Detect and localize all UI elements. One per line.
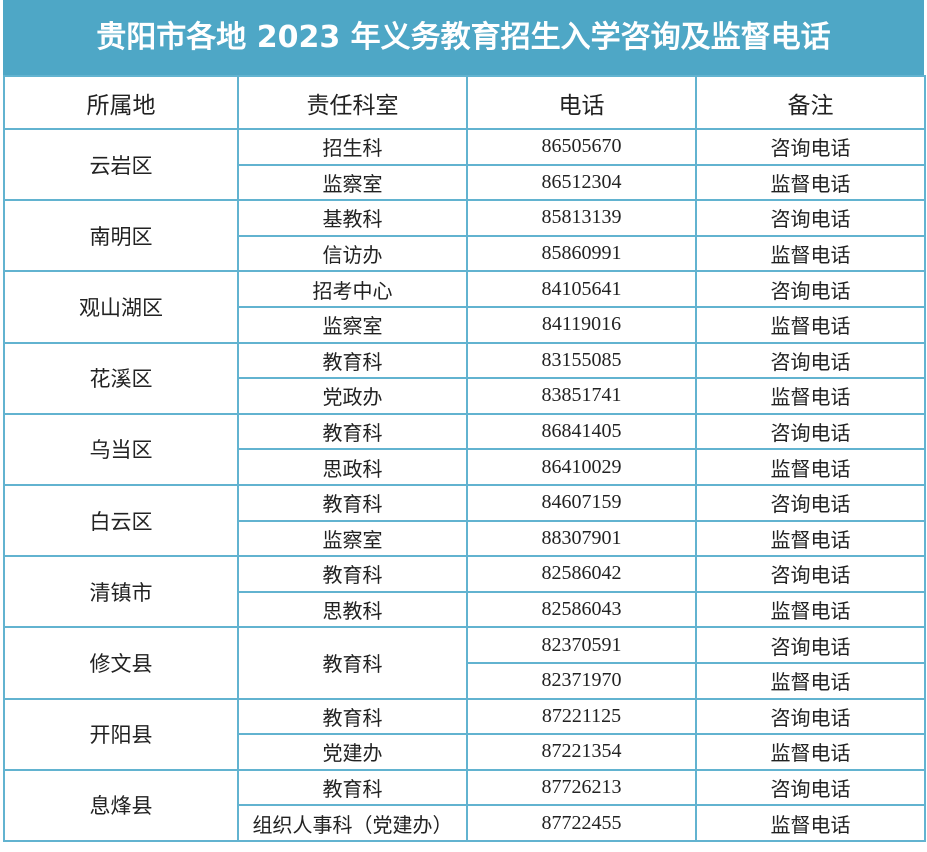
department-cell: 教育科 bbox=[237, 697, 468, 736]
table-row: 党政办 83851741 监督电话 bbox=[4, 377, 926, 415]
department-cell: 思政科 bbox=[237, 448, 468, 486]
phone-cell: 84119016 bbox=[466, 305, 697, 344]
department-cell: 教育科 bbox=[237, 341, 468, 380]
table-row: 82371970 监督电话 bbox=[4, 661, 926, 700]
department-cell: 监察室 bbox=[237, 519, 468, 558]
department-cell: 信访办 bbox=[237, 234, 468, 273]
phone-cell: 82586042 bbox=[466, 555, 697, 593]
note-cell: 咨询电话 bbox=[695, 626, 926, 664]
table-row: 修文县 教育科 82370591 咨询电话 bbox=[3, 626, 926, 700]
header-row: 所属地 责任科室 电话 备注 bbox=[3, 75, 926, 130]
table-row: 花溪区 教育科 83155085 咨询电话 bbox=[3, 341, 926, 415]
phone-cell: 86505670 bbox=[466, 128, 697, 166]
department-cell: 教育科 bbox=[237, 768, 468, 807]
district-cell: 观山湖区 bbox=[3, 270, 239, 344]
table-row: 监察室 84119016 监督电话 bbox=[4, 305, 926, 344]
district-cell: 南明区 bbox=[3, 199, 239, 273]
department-cell: 招考中心 bbox=[237, 270, 468, 308]
table-row: 监察室 86512304 监督电话 bbox=[4, 163, 926, 202]
department-cell: 组织人事科（党建办） bbox=[237, 804, 468, 842]
table-row: 组织人事科（党建办） 87722455 监督电话 bbox=[4, 804, 926, 842]
department-cell: 教育科 bbox=[237, 412, 468, 451]
phone-cell: 82586043 bbox=[466, 590, 697, 629]
note-cell: 咨询电话 bbox=[695, 270, 926, 308]
phone-cell: 86410029 bbox=[466, 448, 697, 486]
table-body: 云岩区 招生科 86505670 咨询电话 监察室 86512304 监督电话 南明区 基教科 8… bbox=[3, 127, 926, 842]
phone-cell: 88307901 bbox=[466, 519, 697, 558]
note-cell: 咨询电话 bbox=[695, 697, 926, 736]
note-cell: 监督电话 bbox=[695, 377, 926, 415]
phone-cell: 84105641 bbox=[466, 270, 697, 308]
department-cell: 教育科 bbox=[237, 555, 468, 593]
phone-cell: 87221125 bbox=[466, 697, 697, 736]
note-cell: 监督电话 bbox=[695, 590, 926, 629]
phone-cell: 85813139 bbox=[466, 199, 697, 237]
note-cell: 监督电话 bbox=[695, 804, 926, 842]
district-cell: 云岩区 bbox=[3, 127, 239, 202]
table-row: 息烽县 教育科 87726213 咨询电话 bbox=[3, 768, 926, 842]
note-cell: 监督电话 bbox=[695, 733, 926, 771]
department-cell: 思教科 bbox=[237, 590, 468, 629]
table-row: 开阳县 教育科 87221125 咨询电话 bbox=[3, 697, 926, 771]
district-cell: 白云区 bbox=[3, 483, 239, 558]
district-cell: 清镇市 bbox=[3, 555, 239, 629]
phone-cell: 82370591 bbox=[466, 626, 697, 664]
phone-table: 所属地 责任科室 电话 备注 云岩区 招生科 86505670 咨询电话 监察室 8651230… bbox=[3, 75, 926, 842]
column-header: 所属地 bbox=[3, 75, 239, 130]
column-header: 备注 bbox=[695, 75, 926, 130]
department-cell: 党政办 bbox=[237, 377, 468, 415]
phone-cell: 83851741 bbox=[466, 377, 697, 415]
column-header: 责任科室 bbox=[237, 75, 468, 130]
note-cell: 监督电话 bbox=[695, 305, 926, 344]
district-cell: 花溪区 bbox=[3, 341, 239, 415]
table-row: 监察室 88307901 监督电话 bbox=[4, 519, 926, 558]
department-cell: 基教科 bbox=[237, 199, 468, 237]
note-cell: 咨询电话 bbox=[695, 555, 926, 593]
district-cell: 息烽县 bbox=[3, 768, 239, 842]
table-row: 清镇市 教育科 82586042 咨询电话 bbox=[3, 555, 926, 629]
department-cell: 党建办 bbox=[237, 733, 468, 771]
note-cell: 咨询电话 bbox=[695, 341, 926, 380]
note-cell: 监督电话 bbox=[695, 519, 926, 558]
department-cell: 招生科 bbox=[237, 128, 468, 166]
note-cell: 监督电话 bbox=[695, 661, 926, 700]
column-header: 电话 bbox=[466, 75, 697, 130]
note-cell: 咨询电话 bbox=[695, 128, 926, 166]
table-row: 党建办 87221354 监督电话 bbox=[4, 733, 926, 771]
department-cell: 教育科 bbox=[237, 626, 468, 700]
note-cell: 咨询电话 bbox=[695, 483, 926, 522]
phone-cell: 87726213 bbox=[466, 768, 697, 807]
district-cell: 修文县 bbox=[3, 626, 239, 700]
phone-cell: 84607159 bbox=[466, 483, 697, 522]
table-row: 白云区 教育科 84607159 咨询电话 bbox=[3, 483, 926, 558]
department-cell: 监察室 bbox=[237, 163, 468, 202]
table-row: 观山湖区 招考中心 84105641 咨询电话 bbox=[3, 270, 926, 344]
phone-cell: 85860991 bbox=[466, 234, 697, 273]
table-row: 乌当区 教育科 86841405 咨询电话 bbox=[3, 412, 926, 486]
phone-cell: 83155085 bbox=[466, 341, 697, 380]
district-cell: 乌当区 bbox=[3, 412, 239, 486]
department-cell: 教育科 bbox=[237, 483, 468, 522]
table-row: 南明区 基教科 85813139 咨询电话 bbox=[3, 199, 926, 273]
phone-cell: 82371970 bbox=[466, 661, 697, 700]
phone-cell: 87221354 bbox=[466, 733, 697, 771]
note-cell: 咨询电话 bbox=[695, 412, 926, 451]
district-cell: 开阳县 bbox=[3, 697, 239, 771]
note-cell: 监督电话 bbox=[695, 448, 926, 486]
table-row: 云岩区 招生科 86505670 咨询电话 bbox=[3, 127, 926, 202]
phone-cell: 86512304 bbox=[466, 163, 697, 202]
table-row: 思教科 82586043 监督电话 bbox=[4, 590, 926, 629]
note-cell: 咨询电话 bbox=[695, 199, 926, 237]
note-cell: 咨询电话 bbox=[695, 768, 926, 807]
table-row: 信访办 85860991 监督电话 bbox=[4, 234, 926, 273]
phone-cell: 87722455 bbox=[466, 804, 697, 842]
note-cell: 监督电话 bbox=[695, 234, 926, 273]
title: 贵阳市各地 2023 年义务教育招生入学咨询及监督电话 bbox=[3, 0, 924, 75]
department-cell: 监察室 bbox=[237, 305, 468, 344]
note-cell: 监督电话 bbox=[695, 163, 926, 202]
table-row: 思政科 86410029 监督电话 bbox=[4, 448, 926, 486]
phone-cell: 86841405 bbox=[466, 412, 697, 451]
